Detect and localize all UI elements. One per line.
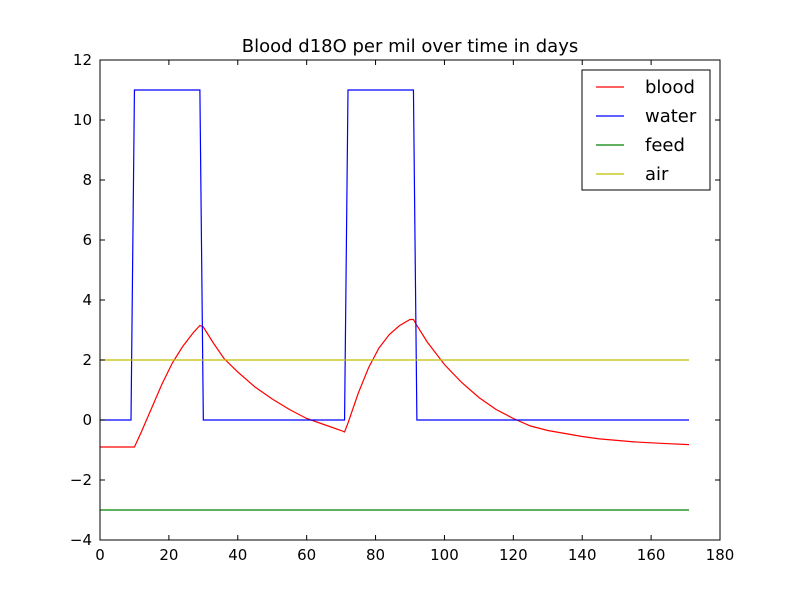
y-tick-label: 8 [82, 171, 92, 189]
y-tick-label: 12 [73, 51, 92, 69]
legend-box [581, 69, 711, 191]
x-tick-label: 100 [430, 546, 459, 564]
x-tick-label: 180 [706, 546, 735, 564]
x-tick-label: 40 [228, 546, 247, 564]
y-tick-label: 0 [82, 411, 92, 429]
x-axis: 0 20 40 60 80 100 120 140 160 180 [95, 60, 734, 564]
x-tick-label: 160 [637, 546, 666, 564]
y-tick-label: −4 [70, 531, 92, 549]
x-tick-label: 140 [568, 546, 597, 564]
series-line-blood [100, 318, 690, 448]
x-tick-label: 0 [95, 546, 105, 564]
legend-label-water: water [645, 106, 697, 127]
series-line-water [100, 89, 689, 421]
y-tick-label: 4 [82, 291, 92, 309]
y-tick-label: 2 [82, 351, 92, 369]
legend-label-blood: blood [645, 77, 695, 98]
x-tick-label: 120 [499, 546, 528, 564]
y-tick-label: −2 [70, 471, 92, 489]
y-axis: −4 −2 0 2 4 6 8 10 12 [70, 51, 720, 549]
series-layer [100, 89, 690, 511]
y-tick-label: 6 [82, 231, 92, 249]
legend-label-feed: feed [645, 135, 685, 156]
x-tick-label: 80 [366, 546, 385, 564]
legend-label-air: air [645, 164, 669, 185]
chart-title: Blood d18O per mil over time in days [242, 36, 579, 57]
x-tick-label: 60 [297, 546, 316, 564]
x-tick-label: 20 [159, 546, 178, 564]
legend: blood water feed air [581, 69, 711, 191]
y-tick-label: 10 [73, 111, 92, 129]
